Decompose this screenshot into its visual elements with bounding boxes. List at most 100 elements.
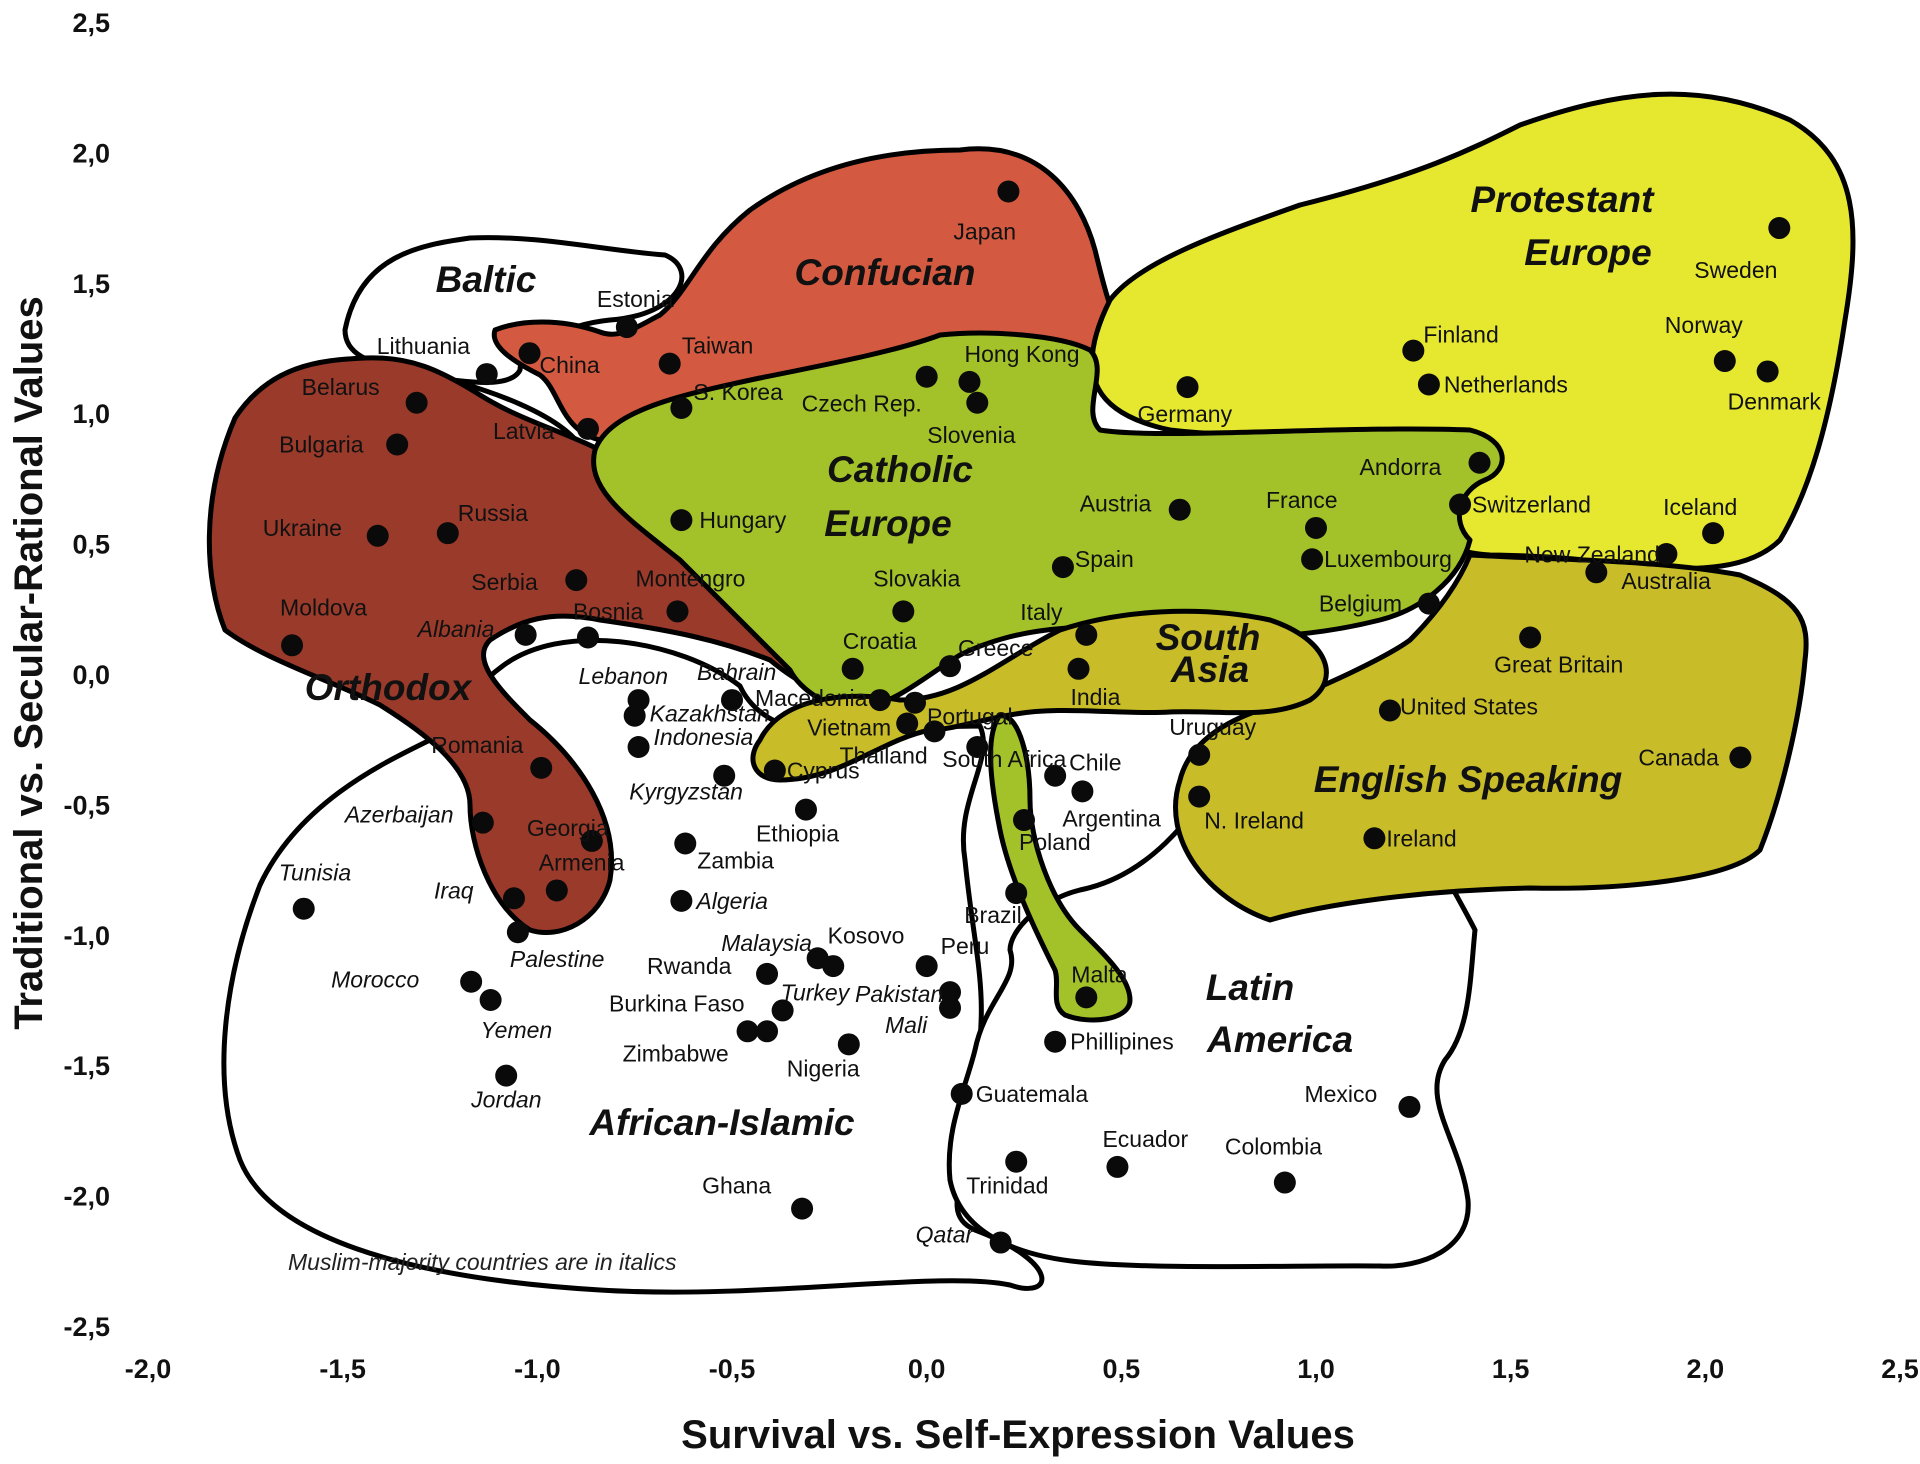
country-point <box>1067 657 1090 680</box>
country-point <box>939 655 962 678</box>
country-point <box>615 316 638 339</box>
country-point <box>576 626 599 649</box>
country-label: Mexico <box>1304 1081 1377 1107</box>
country-label: Germany <box>1138 401 1233 427</box>
country-point <box>670 889 693 912</box>
country-point <box>915 955 938 978</box>
country-point <box>1071 780 1094 803</box>
country-label: Slovakia <box>873 565 960 591</box>
region-labels: Baltic Confucian Protestant Europe Catholic E… <box>305 179 1655 1143</box>
country-point <box>841 657 864 680</box>
region-label: African-Islamic <box>588 1102 855 1143</box>
country-label: Denmark <box>1728 388 1822 414</box>
country-label: Macedonia <box>755 685 868 711</box>
country-point <box>1273 1171 1296 1194</box>
y-tick-label: -1,0 <box>63 921 110 951</box>
country-point <box>514 623 537 646</box>
country-point <box>1363 827 1386 850</box>
country-point <box>530 756 553 779</box>
country-label: Kosovo <box>828 922 905 948</box>
region-label: America <box>1206 1019 1353 1060</box>
region-label: Asia <box>1170 649 1249 690</box>
country-point <box>771 999 794 1022</box>
x-tick-label: 2,5 <box>1881 1354 1919 1384</box>
country-point <box>495 1064 518 1087</box>
country-label: New Zealand <box>1524 541 1660 567</box>
country-label: Ukraine <box>263 515 342 541</box>
country-label: Slovenia <box>927 422 1015 448</box>
country-label: Palestine <box>510 946 605 972</box>
country-point <box>1713 350 1736 373</box>
country-point <box>1519 626 1542 649</box>
country-point <box>892 600 915 623</box>
country-label: Malaysia <box>721 930 812 956</box>
country-label: Taiwan <box>682 333 754 359</box>
country-label: Lithuania <box>377 333 471 359</box>
country-point <box>471 811 494 834</box>
x-axis-ticks: -2,0 -1,5 -1,0 -0,5 0,0 0,5 1,0 1,5 2,0 2,5 <box>125 1354 1919 1384</box>
country-label: Netherlands <box>1444 372 1568 398</box>
country-label: N. Ireland <box>1204 808 1304 834</box>
country-points <box>281 180 1791 1254</box>
region-label: Catholic <box>827 449 973 490</box>
country-point <box>460 970 483 993</box>
country-label: Ecuador <box>1102 1126 1188 1152</box>
country-point <box>475 363 498 386</box>
country-label: Nigeria <box>787 1055 860 1081</box>
country-label: Uruguay <box>1169 714 1256 740</box>
region-label: Europe <box>1524 232 1651 273</box>
country-point <box>736 1020 759 1043</box>
country-point <box>950 1082 973 1105</box>
country-label: Finland <box>1423 322 1498 348</box>
country-point <box>1013 809 1035 832</box>
country-label: Yemen <box>481 1017 553 1043</box>
country-point <box>627 736 650 759</box>
country-label: Norway <box>1665 312 1743 338</box>
country-point <box>822 955 845 978</box>
region-label: Orthodox <box>305 667 473 708</box>
country-point <box>868 689 891 712</box>
country-label: Bahrain <box>697 659 776 685</box>
country-point <box>666 600 689 623</box>
country-label: Guatemala <box>976 1081 1089 1107</box>
country-point <box>565 569 588 592</box>
country-label: Kyrgyzstan <box>629 779 743 805</box>
region-label: Europe <box>824 503 951 544</box>
country-label: Croatia <box>843 628 917 654</box>
country-point <box>1402 339 1425 362</box>
country-point <box>1075 623 1098 646</box>
cultural-zones <box>206 91 1856 1295</box>
country-label: Tunisia <box>279 860 351 886</box>
y-tick-label: 1,0 <box>72 399 110 429</box>
country-label: Sweden <box>1694 257 1777 283</box>
country-point <box>1655 543 1678 566</box>
country-point <box>939 981 962 1004</box>
country-label: Mali <box>885 1012 928 1038</box>
country-point <box>576 417 599 440</box>
country-point <box>939 996 962 1019</box>
y-tick-label: -2,0 <box>63 1182 110 1212</box>
country-point <box>479 989 502 1011</box>
country-label: Iceland <box>1663 494 1737 520</box>
y-tick-label: 0,0 <box>72 660 110 690</box>
country-label: Morocco <box>331 967 419 993</box>
country-point <box>506 921 529 944</box>
country-label: Spain <box>1075 546 1134 572</box>
country-point <box>794 798 817 821</box>
x-tick-label: 1,0 <box>1297 1354 1335 1384</box>
country-label: Italy <box>1020 599 1063 625</box>
country-point <box>713 764 736 787</box>
country-label: Colombia <box>1225 1134 1322 1160</box>
region-label: Baltic <box>436 259 537 300</box>
x-tick-label: -2,0 <box>125 1354 172 1384</box>
country-point <box>1044 764 1067 787</box>
country-point <box>281 634 304 657</box>
country-label: S. Korea <box>693 379 783 405</box>
zone-orthodox <box>206 355 894 936</box>
country-label: France <box>1266 487 1338 513</box>
country-point <box>366 524 389 547</box>
country-point <box>1417 592 1440 615</box>
country-point <box>386 433 409 456</box>
country-point <box>658 352 681 375</box>
country-point <box>1301 548 1324 571</box>
